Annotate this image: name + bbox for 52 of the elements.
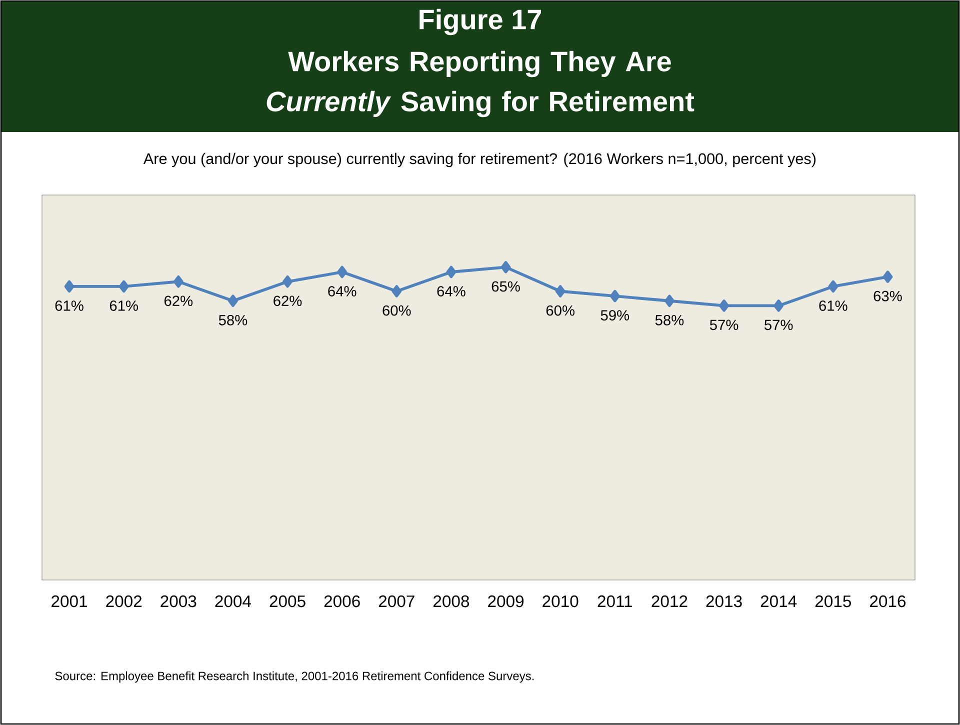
point	[446, 266, 456, 278]
point	[337, 266, 348, 278]
point	[719, 300, 730, 312]
x-tick-label: 2013	[706, 595, 742, 608]
x-tick-label: 2004	[215, 595, 252, 608]
data-label: 58%	[655, 314, 684, 326]
data-label: 64%	[328, 286, 356, 296]
x-tick-label: 2003	[160, 595, 196, 608]
point	[282, 275, 293, 288]
data-label: 57%	[764, 320, 793, 330]
x-tick-label: 2016	[870, 595, 906, 608]
point	[392, 285, 402, 298]
x-tick-label: 2015	[815, 595, 851, 608]
source-note: Source: Employee Benefit Research Institute, 2001-2016 Retirement Confidence Surveys.	[55, 671, 534, 683]
point	[500, 261, 511, 274]
x-tick-label: 2009	[488, 595, 524, 608]
data-label: 61%	[55, 300, 84, 311]
x-tick-label: 2010	[542, 595, 578, 608]
data-label: 57%	[710, 320, 738, 330]
data-label: 62%	[274, 296, 302, 306]
x-tick-label: 2011	[598, 595, 632, 608]
x-tick-label: 2002	[106, 595, 142, 608]
point	[173, 275, 184, 288]
point	[664, 294, 674, 308]
data-label: 60%	[546, 305, 574, 316]
chart-subtitle: Workers Reporting They Are Currently Saving for Retirement	[266, 50, 694, 118]
data-label: 62%	[164, 296, 193, 306]
point	[882, 270, 893, 283]
data-label: 61%	[819, 300, 848, 311]
x-tick-label: 2001	[52, 595, 87, 608]
data-label: 60%	[382, 305, 411, 316]
data-label: 65%	[492, 281, 520, 292]
text: Are you (and/or your spouse) currently saving for retirement? (2016 Workers n=1,000, percent yes)	[143, 152, 816, 168]
x-tick-label: 2008	[434, 595, 470, 608]
data-label: 64%	[437, 286, 466, 296]
point	[774, 300, 784, 312]
point	[228, 294, 238, 308]
x-tick-label: 2014	[760, 595, 797, 608]
point	[610, 290, 620, 302]
data-label: 61%	[110, 300, 138, 311]
x-tick-label: 2005	[270, 595, 306, 608]
data-label: 58%	[218, 314, 248, 326]
x-tick-label: 2007	[378, 595, 414, 608]
chart-title: Figure 17	[420, 8, 541, 36]
x-tick-label: 2006	[324, 595, 360, 608]
data-label: 59%	[600, 310, 630, 321]
x-tick-label: 2012	[652, 595, 688, 608]
data-label: 63%	[874, 290, 902, 302]
point	[828, 280, 838, 293]
point	[555, 285, 566, 298]
point	[118, 280, 129, 293]
point	[64, 280, 74, 293]
